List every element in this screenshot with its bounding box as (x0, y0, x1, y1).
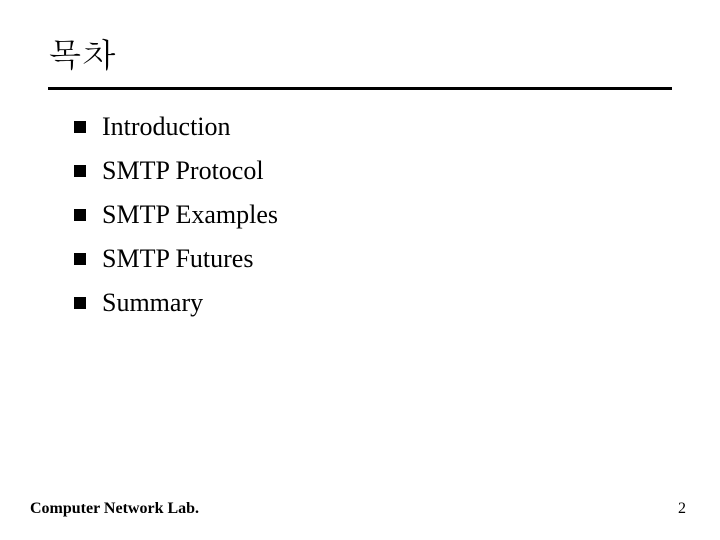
list-item-label: SMTP Futures (102, 244, 253, 274)
bullet-list: Introduction SMTP Protocol SMTP Examples… (48, 112, 672, 318)
list-item: Summary (74, 288, 672, 318)
list-item: SMTP Futures (74, 244, 672, 274)
square-bullet-icon (74, 297, 86, 309)
list-item: SMTP Protocol (74, 156, 672, 186)
square-bullet-icon (74, 121, 86, 133)
list-item-label: SMTP Protocol (102, 156, 264, 186)
slide-title: 목차 (48, 28, 672, 77)
page-number: 2 (678, 500, 686, 518)
title-rule (48, 87, 672, 90)
list-item-label: Introduction (102, 112, 231, 142)
footer-text: Computer Network Lab. (30, 500, 199, 518)
square-bullet-icon (74, 165, 86, 177)
list-item: Introduction (74, 112, 672, 142)
list-item-label: Summary (102, 288, 203, 318)
square-bullet-icon (74, 209, 86, 221)
square-bullet-icon (74, 253, 86, 265)
list-item-label: SMTP Examples (102, 200, 278, 230)
list-item: SMTP Examples (74, 200, 672, 230)
slide: 목차 Introduction SMTP Protocol SMTP Examp… (0, 0, 720, 540)
